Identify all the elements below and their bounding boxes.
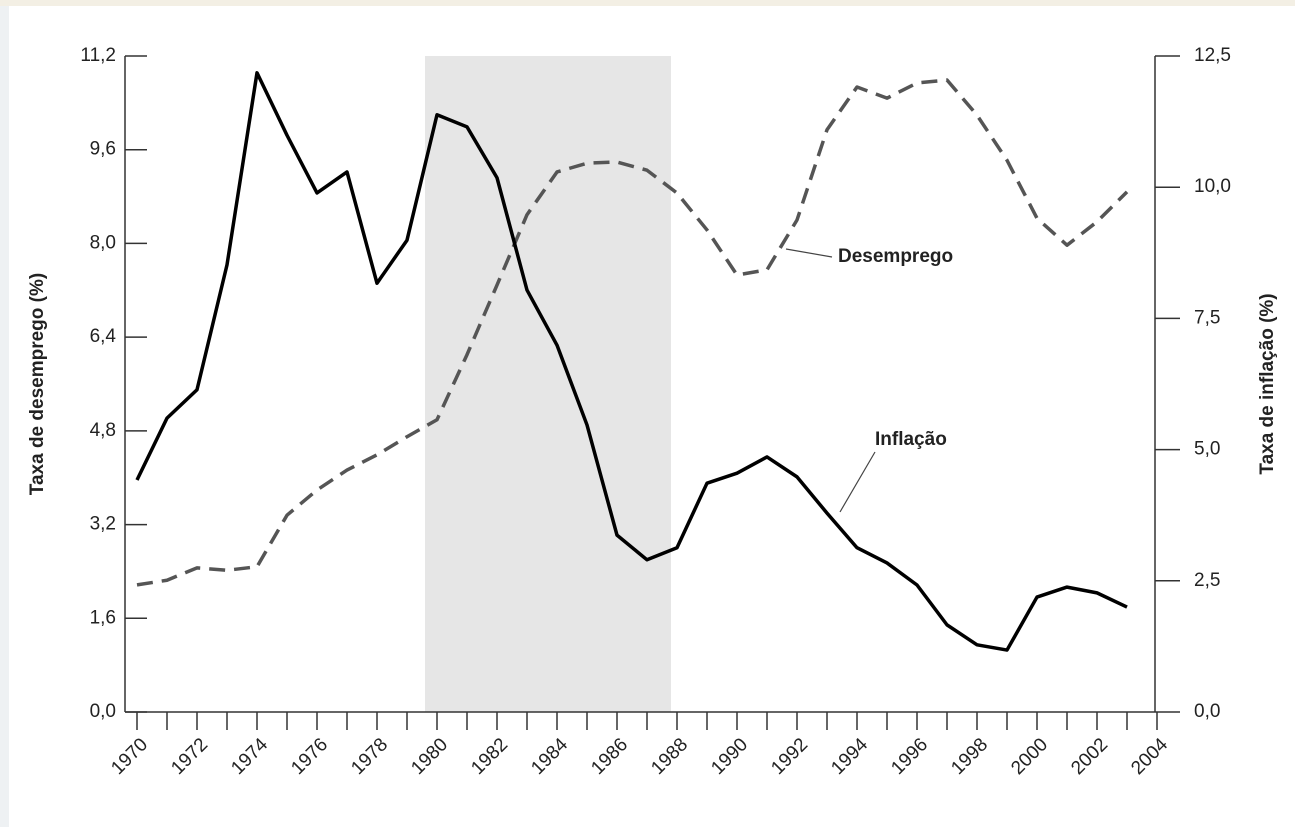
y2-tick-label: 2,5 (1194, 570, 1220, 591)
y2-tick-label: 10,0 (1194, 176, 1231, 197)
legend-label: Inflação (875, 429, 947, 450)
leader-line (839, 451, 876, 513)
series-line (136, 78, 1129, 587)
y-tick-label: 11,2 (80, 45, 116, 66)
y-axis-title: Taxa de desemprego (%) (27, 273, 48, 495)
y2-tick-label: 5,0 (1194, 439, 1220, 460)
y2-tick-label: 0,0 (1194, 701, 1220, 722)
y2-tick-label: 12,5 (1194, 45, 1231, 66)
y-tick-label: 0,0 (90, 701, 116, 722)
series-line (135, 71, 1128, 652)
y2-tick-label: 7,5 (1194, 307, 1220, 328)
legend-label: Desemprego (838, 246, 953, 267)
y-tick-label: 1,6 (90, 607, 116, 628)
y-tick-label: 3,2 (90, 514, 116, 535)
shaded-region (425, 56, 671, 712)
leader-line (785, 248, 833, 258)
y-tick-label: 9,6 (90, 139, 116, 160)
y-tick-label: 4,8 (90, 420, 116, 441)
y2-axis-title: Taxa de inflação (%) (1257, 293, 1278, 474)
y-tick-label: 6,4 (90, 326, 117, 347)
y-tick-label: 8,0 (90, 232, 116, 253)
top-strip (0, 0, 1295, 6)
